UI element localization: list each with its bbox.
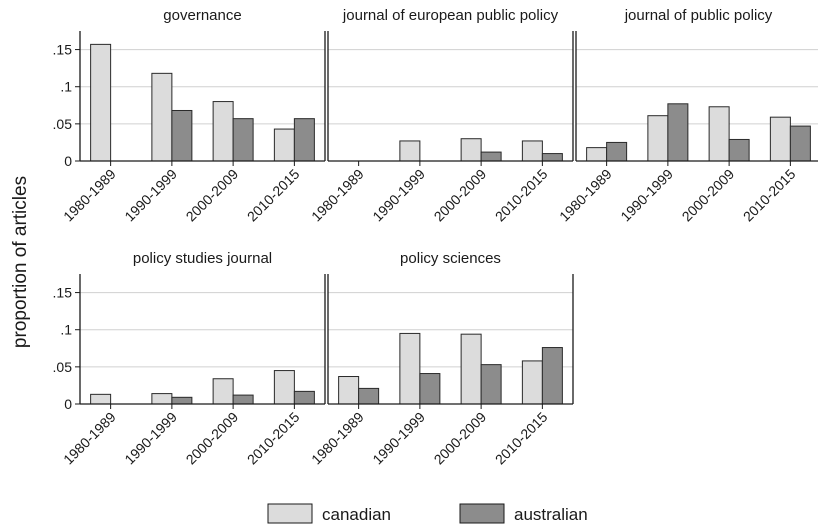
bar-australian — [171, 396, 193, 405]
bar-australian — [541, 153, 563, 162]
panel-title: policy studies journal — [133, 250, 272, 267]
bar-canadian — [521, 140, 543, 162]
bar-canadian — [769, 116, 791, 162]
bar-canadian — [399, 332, 421, 405]
panel-title: journal of european public policy — [342, 7, 559, 24]
x-tick-label: 1980-1989 — [308, 166, 367, 225]
x-tick-label: 2010-2015 — [492, 409, 551, 468]
bar-canadian — [521, 360, 543, 405]
panel-title: governance — [163, 7, 241, 24]
legend-label-canadian: canadian — [322, 505, 391, 524]
bar-canadian — [586, 147, 608, 162]
x-tick-label: 2000-2009 — [431, 166, 490, 225]
bar-canadian — [90, 43, 112, 162]
bar-australian — [480, 364, 502, 405]
bar-australian — [419, 373, 441, 405]
bar-australian — [541, 347, 563, 405]
panel-title: policy sciences — [400, 250, 501, 267]
bar-australian — [667, 103, 689, 162]
bar-canadian — [460, 333, 482, 405]
panel-3: journal of public policy 1980-1989 1990-19… — [556, 7, 818, 224]
x-tick-label: 1980-1989 — [60, 166, 119, 225]
y-tick-label: .15 — [53, 42, 73, 58]
bar-canadian — [460, 138, 482, 162]
legend: canadian australian — [267, 503, 588, 524]
bar-australian — [606, 141, 628, 162]
bar-australian — [480, 151, 502, 162]
x-tick-label: 1990-1999 — [121, 166, 180, 225]
bar-australian — [232, 118, 254, 162]
y-tick-label: .15 — [53, 285, 73, 301]
bar-canadian — [212, 378, 234, 405]
bar-canadian — [273, 370, 295, 405]
bar-canadian — [212, 101, 234, 162]
bar-australian — [232, 394, 254, 405]
x-tick-label: 2010-2015 — [244, 166, 303, 225]
x-tick-label: 2000-2009 — [183, 409, 242, 468]
x-tick-label: 2010-2015 — [492, 166, 551, 225]
legend-swatch-canadian — [267, 503, 313, 524]
y-tick-label: 0 — [64, 396, 72, 412]
bar-canadian — [708, 106, 730, 162]
bar-australian — [358, 387, 380, 405]
x-tick-label: 1980-1989 — [308, 409, 367, 468]
bar-canadian — [399, 140, 421, 162]
bar-australian — [293, 390, 315, 405]
bar-canadian — [151, 72, 173, 162]
panel-2: journal of european public policy 1980-19… — [308, 7, 574, 225]
y-tick-label: 0 — [64, 153, 72, 169]
bar-canadian — [338, 376, 360, 405]
panel-5: policy sciences 1980-1989 1990-1999 2000-20… — [308, 250, 574, 468]
x-tick-label: 1990-1999 — [369, 166, 428, 225]
bar-canadian — [273, 128, 295, 162]
legend-swatch-australian — [459, 503, 505, 524]
x-tick-label: 2010-2015 — [244, 409, 303, 468]
bar-australian — [789, 125, 811, 162]
y-tick-label: .1 — [60, 322, 72, 338]
x-tick-label: 1990-1999 — [121, 409, 180, 468]
x-tick-label: 1980-1989 — [556, 166, 615, 225]
panel-1: governance 0 .05 .1 .15 1980-1989 1990-1999 200… — [53, 7, 326, 225]
x-tick-label: 1990-1999 — [617, 166, 676, 225]
y-tick-label: .05 — [53, 116, 73, 132]
x-tick-label: 2000-2009 — [183, 166, 242, 225]
y-tick-label: .05 — [53, 359, 73, 375]
y-tick-label: .1 — [60, 79, 72, 95]
panel-title: journal of public policy — [624, 7, 773, 24]
x-tick-label: 1980-1989 — [60, 409, 119, 468]
legend-label-australian: australian — [514, 505, 588, 524]
panel-4: policy studies journal 0 .05 .1 .15 1980-1989… — [53, 250, 326, 468]
x-tick-label: 2010-2015 — [740, 166, 799, 225]
bar-canadian — [647, 115, 669, 162]
bar-canadian — [151, 393, 173, 405]
x-tick-label: 1990-1999 — [369, 409, 428, 468]
bar-australian — [171, 109, 193, 162]
bar-australian — [293, 118, 315, 162]
x-tick-label: 2000-2009 — [679, 166, 738, 225]
y-axis-label: proportion of articles — [10, 176, 31, 348]
x-tick-label: 2000-2009 — [431, 409, 490, 468]
bar-australian — [728, 138, 750, 162]
bar-canadian — [90, 393, 112, 405]
